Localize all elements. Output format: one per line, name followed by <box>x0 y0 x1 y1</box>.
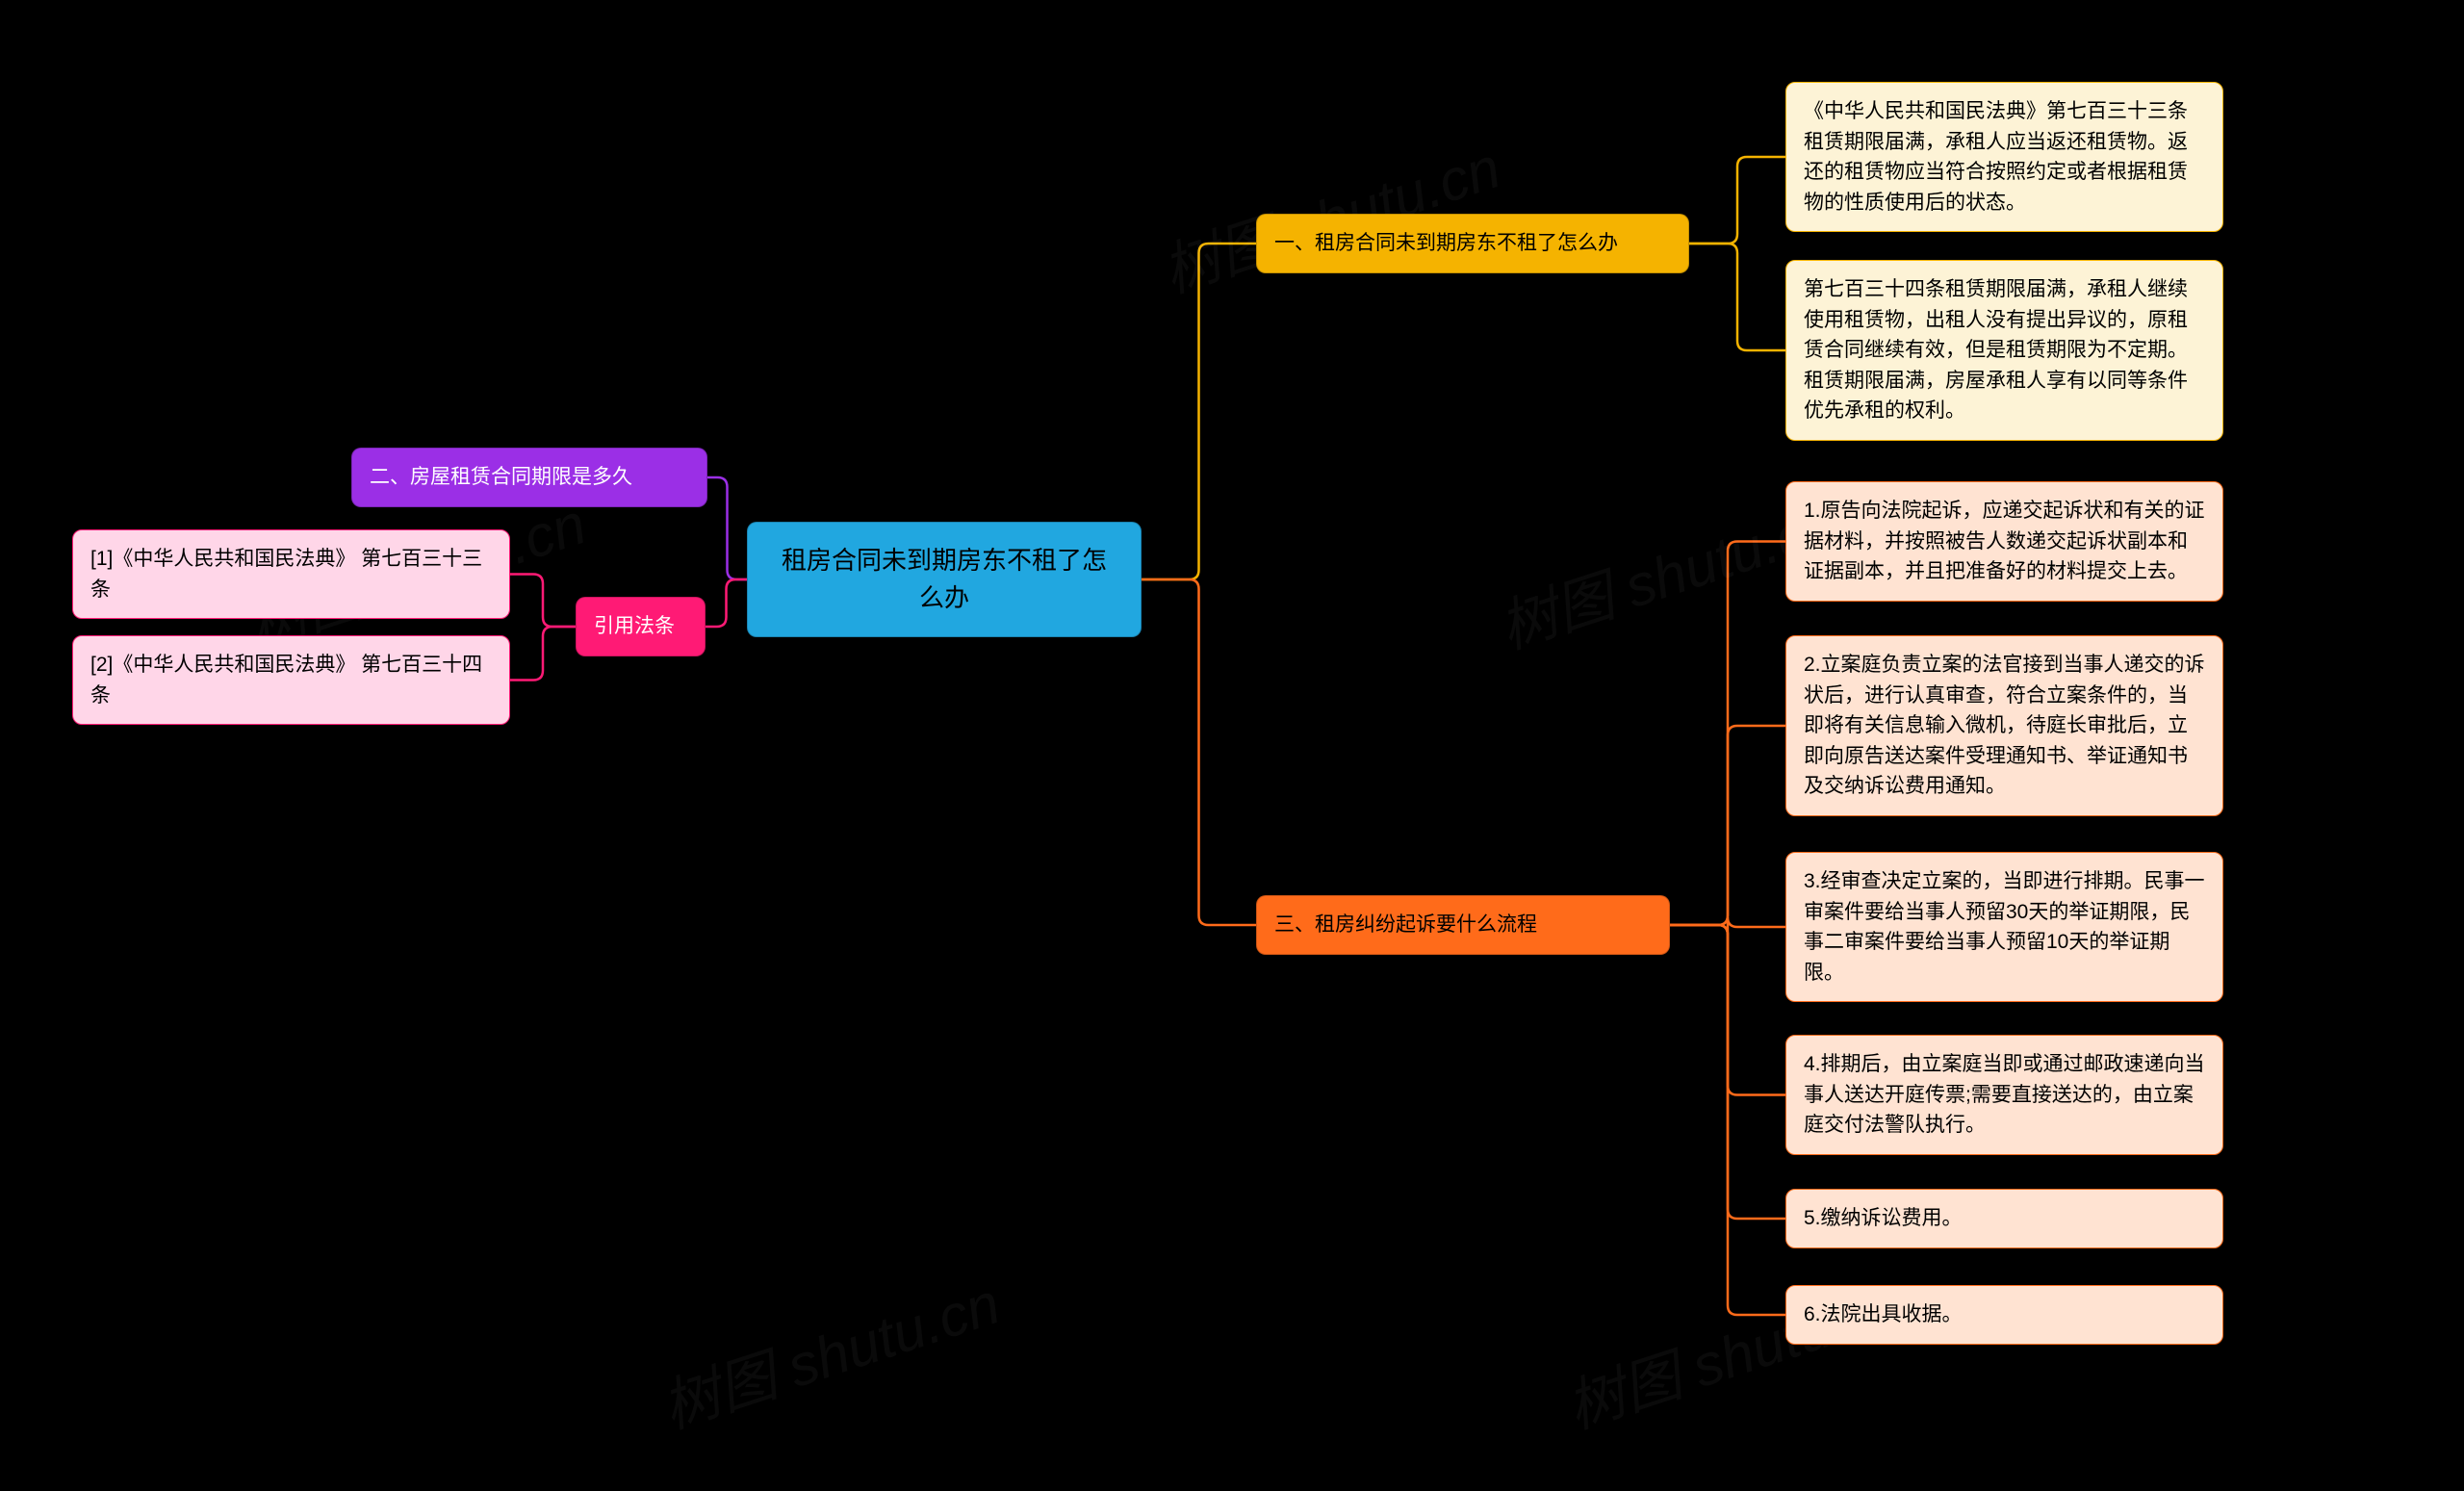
connector <box>1689 244 1785 350</box>
leaf-r2-5[interactable]: 6.法院出具收据。 <box>1785 1285 2223 1345</box>
connector <box>1670 925 1785 1315</box>
branch-r2[interactable]: 三、租房纠纷起诉要什么流程 <box>1256 895 1670 955</box>
leaf-r2-1[interactable]: 2.立案庭负责立案的法官接到当事人递交的诉状后，进行认真审查，符合立案条件的，当… <box>1785 635 2223 816</box>
connector <box>510 627 576 681</box>
connector <box>1670 917 1785 935</box>
connector <box>1142 579 1256 925</box>
connector <box>1670 542 1785 926</box>
leaf-r1-0[interactable]: 《中华人民共和国民法典》第七百三十三条租赁期限届满，承租人应当返还租赁物。返还的… <box>1785 82 2223 232</box>
connector <box>510 575 576 628</box>
watermark: 树图 shutu.cn <box>650 1257 1009 1445</box>
connector <box>707 477 747 579</box>
connector <box>1142 244 1256 579</box>
leaf-l2-0[interactable]: [1]《中华人民共和国民法典》 第七百三十三条 <box>72 529 510 619</box>
leaf-l2-1[interactable]: [2]《中华人民共和国民法典》 第七百三十四条 <box>72 635 510 725</box>
leaf-r2-3[interactable]: 4.排期后，由立案庭当即或通过邮政速递向当事人送达开庭传票;需要直接送达的，由立… <box>1785 1035 2223 1155</box>
branch-r1[interactable]: 一、租房合同未到期房东不租了怎么办 <box>1256 214 1689 273</box>
connector <box>1670 925 1785 1219</box>
branch-l2[interactable]: 引用法条 <box>576 597 706 656</box>
connector <box>1670 726 1785 925</box>
root-node[interactable]: 租房合同未到期房东不租了怎么办 <box>747 522 1142 637</box>
leaf-r2-0[interactable]: 1.原告向法院起诉，应递交起诉状和有关的证据材料，并按照被告人数递交起诉状副本和… <box>1785 481 2223 602</box>
leaf-r2-2[interactable]: 3.经审查决定立案的，当即进行排期。民事一审案件要给当事人预留30天的举证期限，… <box>1785 852 2223 1002</box>
connector <box>1689 157 1785 244</box>
leaf-r2-4[interactable]: 5.缴纳诉讼费用。 <box>1785 1189 2223 1248</box>
connector <box>1670 925 1785 1095</box>
leaf-r1-1[interactable]: 第七百三十四条租赁期限届满，承租人继续使用租赁物，出租人没有提出异议的，原租赁合… <box>1785 260 2223 441</box>
branch-l1[interactable]: 二、房屋租赁合同期限是多久 <box>351 448 707 507</box>
connector <box>706 579 747 627</box>
